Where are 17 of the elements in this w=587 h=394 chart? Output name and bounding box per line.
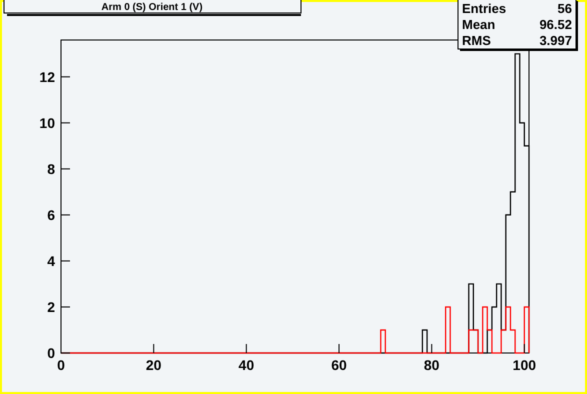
- text: RMS 3.997: [462, 33, 572, 48]
- y-tick-label: 6: [47, 206, 56, 223]
- y-tick-label: 12: [39, 68, 56, 85]
- y-tick-label: 2: [47, 298, 56, 315]
- x-tick-label: 100: [512, 357, 536, 373]
- y-tick-label: 8: [47, 160, 56, 177]
- x-tick-label: 0: [57, 357, 66, 373]
- x-tick-label: 80: [424, 357, 440, 373]
- y-tick-label: 10: [39, 114, 56, 131]
- text: Mean 96.52: [462, 17, 572, 32]
- x-tick-label: 20: [146, 357, 162, 373]
- x-tick-label: 60: [331, 357, 348, 373]
- y-tick-label: 4: [47, 252, 56, 269]
- text: Entries 56: [462, 1, 572, 16]
- x-tick-label: 40: [238, 357, 254, 373]
- y-tick-label: 0: [47, 345, 56, 361]
- chart-title: Arm 0 (S) Orient 1 (V): [101, 2, 203, 13]
